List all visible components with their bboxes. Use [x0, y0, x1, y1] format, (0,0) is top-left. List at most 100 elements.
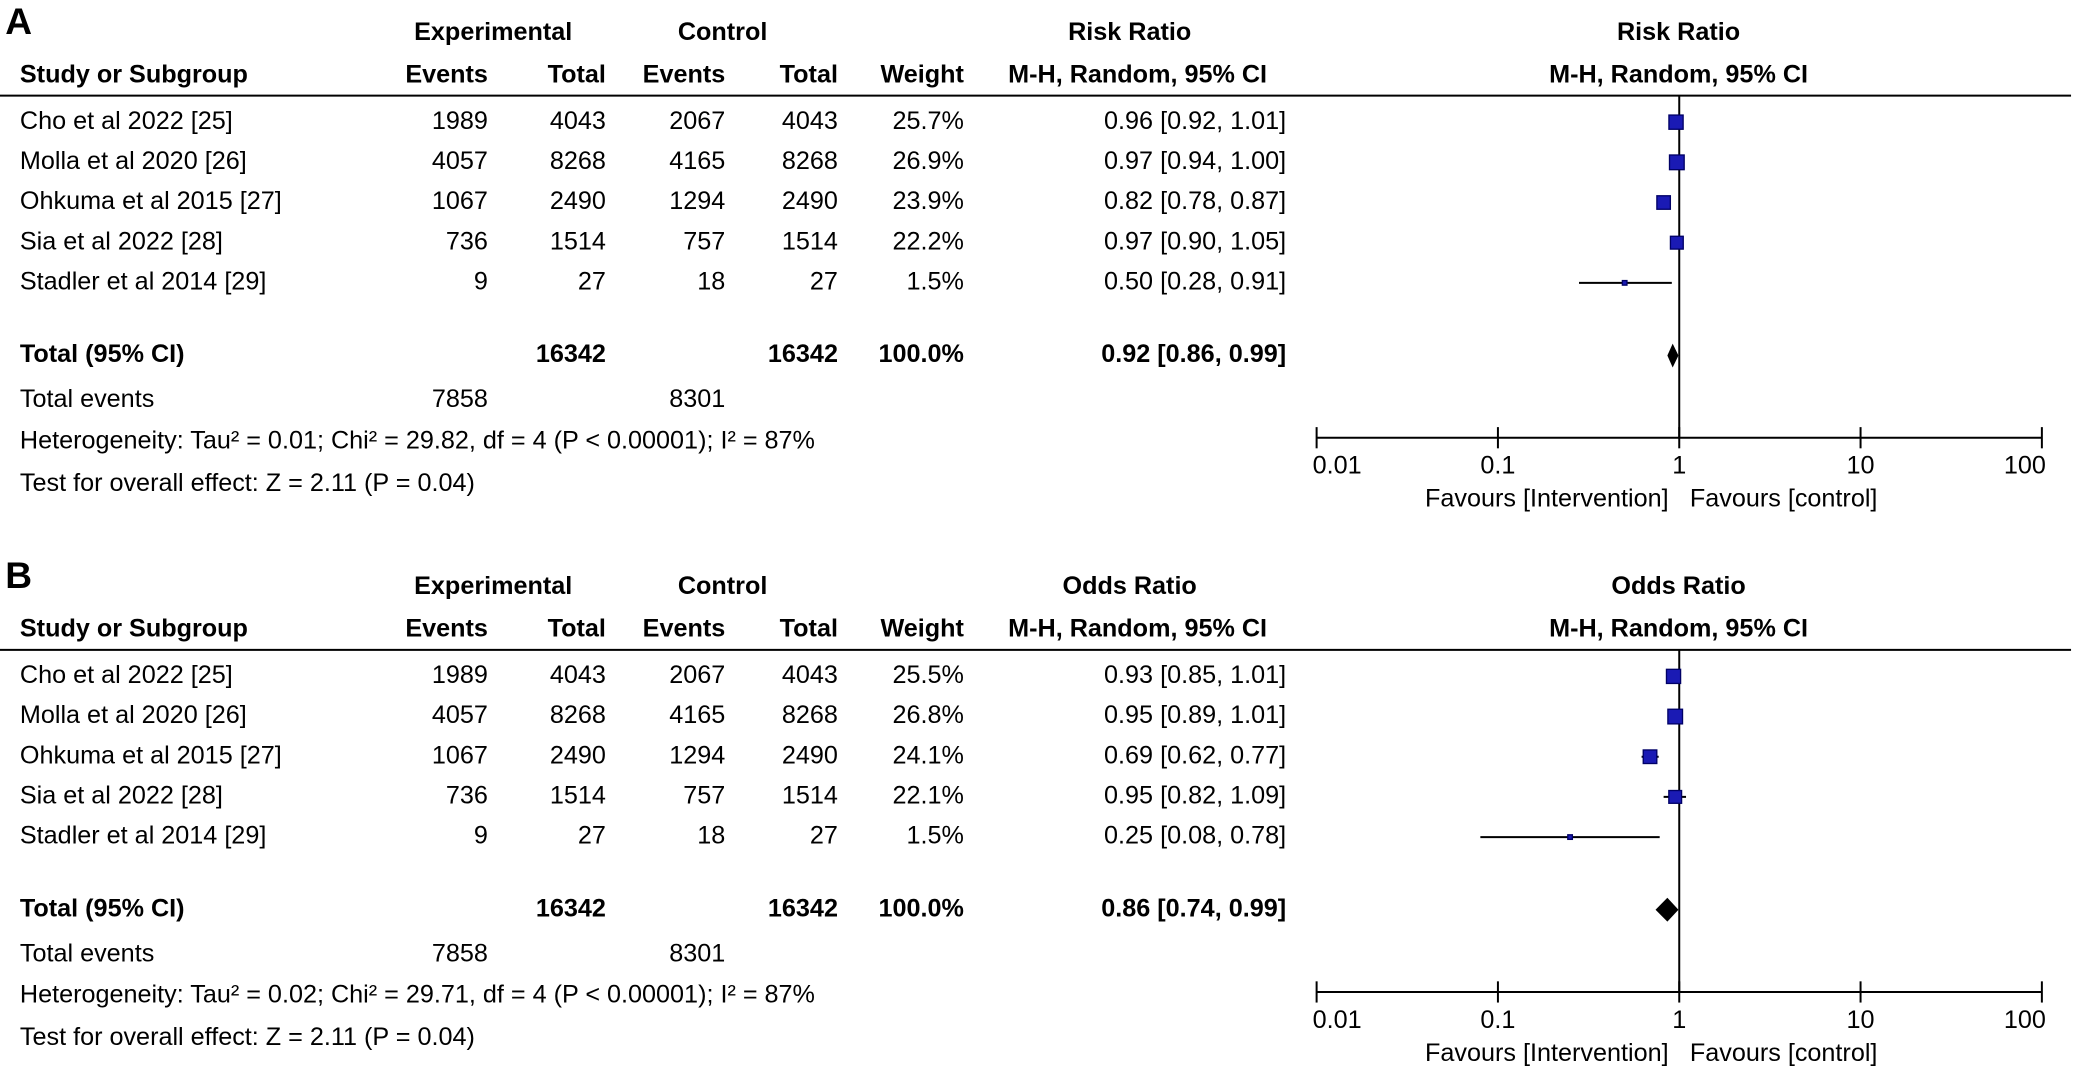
cell: 2067 [669, 107, 725, 135]
column-header: Events [643, 60, 726, 88]
column-header: Weight [880, 60, 964, 88]
x-tick-label: 0.1 [1480, 452, 1515, 480]
cell: 16342 [536, 340, 606, 368]
cell: 2490 [550, 741, 606, 769]
column-header: Events [643, 615, 726, 643]
cell: 4043 [550, 661, 606, 689]
cell: 100.0% [878, 894, 963, 922]
group-header: Control [678, 18, 768, 46]
column-header: Total [548, 615, 606, 643]
study-name: Cho et al 2022 [25] [20, 661, 233, 689]
heterogeneity: Heterogeneity: Tau² = 0.01; Chi² = 29.82… [20, 426, 815, 454]
cell: 27 [810, 822, 838, 850]
total-name: Total (95% CI) [20, 340, 185, 368]
heterogeneity: Heterogeneity: Tau² = 0.02; Chi² = 29.71… [20, 981, 815, 1009]
effect-label: 0.95 [0.82, 1.09] [1104, 782, 1286, 810]
study-square [1668, 154, 1685, 171]
cell: 27 [578, 268, 606, 296]
cell: 16342 [536, 894, 606, 922]
favours-left: Favours [Intervention] [1425, 485, 1669, 513]
cell: 4057 [432, 147, 488, 175]
x-tick-label: 1 [1672, 452, 1686, 480]
cell: 2067 [669, 661, 725, 689]
cell: 18 [697, 822, 725, 850]
study-square [1642, 749, 1658, 765]
cell: 1989 [432, 107, 488, 135]
cell: 23.9% [893, 187, 964, 215]
cell: 2490 [550, 187, 606, 215]
method-header: M-H, Random, 95% CI [1008, 60, 1267, 88]
study-square [1669, 235, 1684, 250]
cell: 25.7% [893, 107, 964, 135]
cell: 2490 [782, 741, 838, 769]
x-tick-label: 0.01 [1313, 452, 1362, 480]
favours-right: Favours [control] [1690, 485, 1878, 513]
study-square [1567, 834, 1574, 841]
cell: 22.1% [893, 782, 964, 810]
study-name: Cho et al 2022 [25] [20, 107, 233, 135]
column-header: Study or Subgroup [20, 60, 248, 88]
group-header: Experimental [414, 572, 572, 600]
study-square [1667, 708, 1684, 725]
effect-label: 0.50 [0.28, 0.91] [1104, 268, 1286, 296]
column-header: Total [780, 615, 838, 643]
cell: 1514 [550, 782, 606, 810]
cell: 8268 [782, 701, 838, 729]
study-name: Stadler et al 2014 [29] [20, 822, 266, 850]
group-header: Control [678, 572, 768, 600]
column-header: Events [405, 615, 488, 643]
column-header: Events [405, 60, 488, 88]
cell: 1294 [669, 741, 725, 769]
effect-label: 0.82 [0.78, 0.87] [1104, 187, 1286, 215]
cell: 16342 [768, 894, 838, 922]
cell: 4165 [669, 701, 725, 729]
cell: 24.1% [893, 741, 964, 769]
cell: 9 [474, 822, 488, 850]
cell: 4043 [550, 107, 606, 135]
study-name: Molla et al 2020 [26] [20, 147, 247, 175]
cell: 1067 [432, 187, 488, 215]
method-header: M-H, Random, 95% CI [1008, 615, 1267, 643]
cell: 9 [474, 268, 488, 296]
cell: 27 [578, 822, 606, 850]
cell: 2490 [782, 187, 838, 215]
cell: 18 [697, 268, 725, 296]
x-tick-label: 0.01 [1313, 1006, 1362, 1034]
study-square [1668, 114, 1684, 130]
study-name: Stadler et al 2014 [29] [20, 268, 266, 296]
column-header: Total [780, 60, 838, 88]
cell: 1.5% [907, 822, 964, 850]
plot-method-header: M-H, Random, 95% CI [1549, 60, 1808, 88]
study-name: Ohkuma et al 2015 [27] [20, 187, 282, 215]
study-square [1656, 195, 1672, 210]
effect-label: 0.95 [0.89, 1.01] [1104, 701, 1286, 729]
study-name: Sia et al 2022 [28] [20, 227, 223, 255]
cell: 26.9% [893, 147, 964, 175]
effect-label: 0.93 [0.85, 1.01] [1104, 661, 1286, 689]
cell: 736 [446, 782, 488, 810]
cell: 100.0% [878, 340, 963, 368]
total-name: Total (95% CI) [20, 894, 185, 922]
x-tick-label: 1 [1672, 1006, 1686, 1034]
column-header: Study or Subgroup [20, 615, 248, 643]
cell: 757 [683, 227, 725, 255]
x-tick-label: 10 [1847, 452, 1875, 480]
column-header: Total [548, 60, 606, 88]
cell: 8268 [550, 701, 606, 729]
cell: 8268 [550, 147, 606, 175]
effect-label: 0.97 [0.94, 1.00] [1104, 147, 1286, 175]
x-tick-label: 10 [1847, 1006, 1875, 1034]
effect-label: 0.86 [0.74, 0.99] [1101, 894, 1286, 922]
cell: 8268 [782, 147, 838, 175]
cell: 4043 [782, 107, 838, 135]
study-name: Molla et al 2020 [26] [20, 701, 247, 729]
cell: 1514 [550, 227, 606, 255]
cell: 25.5% [893, 661, 964, 689]
effect-label: 0.96 [0.92, 1.01] [1104, 107, 1286, 135]
cell: 757 [683, 782, 725, 810]
cell: 1294 [669, 187, 725, 215]
cell: 26.8% [893, 701, 964, 729]
cell: 4043 [782, 661, 838, 689]
study-square [1665, 668, 1682, 685]
